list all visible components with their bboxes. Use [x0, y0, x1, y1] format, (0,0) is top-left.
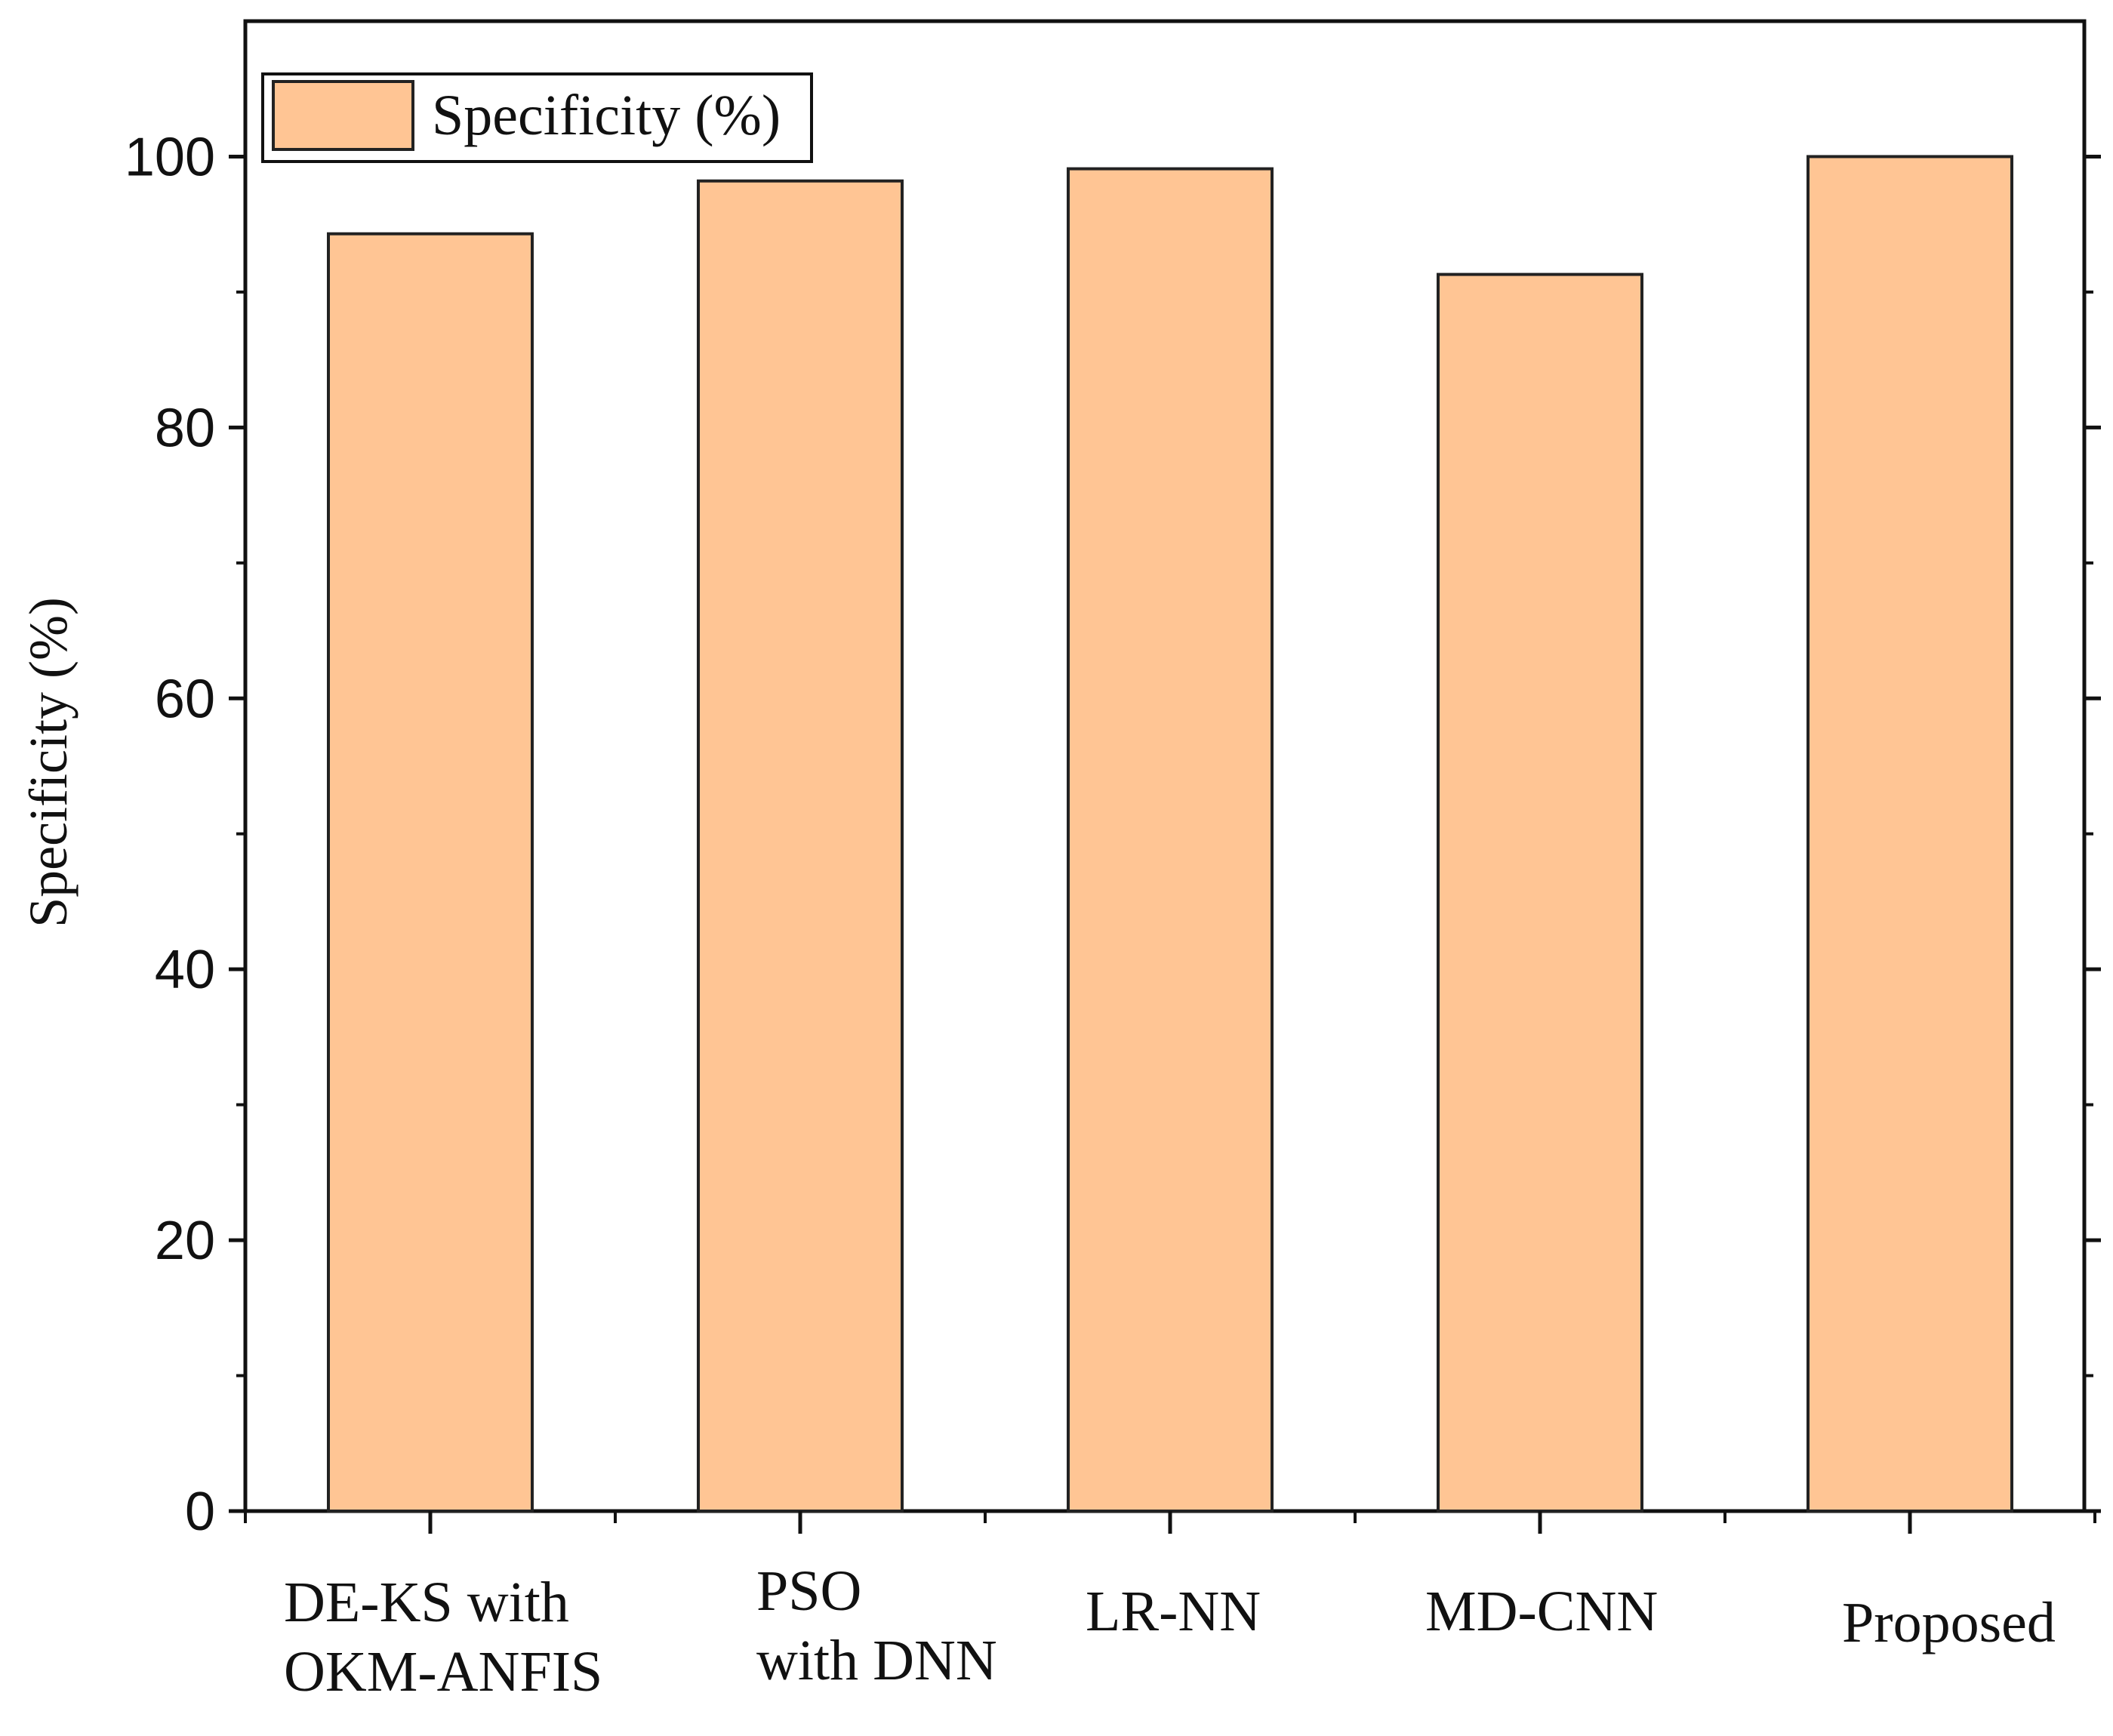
x-tick-label: LR-NN: [1086, 1580, 1261, 1643]
bar: [1807, 155, 2013, 1513]
y-tick-label: 80: [155, 398, 215, 458]
x-tick-label: OKM-ANFIS: [284, 1640, 602, 1704]
y-tick-label: 100: [125, 127, 215, 187]
legend-label: Specificity (%): [432, 84, 781, 147]
x-tick-label: DE-KS with: [284, 1571, 569, 1634]
bar: [1067, 167, 1274, 1513]
x-tick-label: MD-CNN: [1425, 1580, 1658, 1643]
y-tick-label: 0: [185, 1482, 215, 1542]
y-tick-label: 60: [155, 669, 215, 729]
x-tick-label: with DNN: [756, 1629, 997, 1692]
y-axis-ticks: 0 20 40 60 80 100: [125, 127, 2101, 1542]
y-tick-label: 20: [155, 1211, 215, 1271]
x-tick-label: PSO: [756, 1559, 861, 1623]
legend-swatch: [272, 80, 414, 151]
bar: [327, 232, 534, 1513]
y-tick-label: 40: [155, 940, 215, 1000]
legend: Specificity (%): [261, 72, 813, 163]
bars: [327, 155, 2013, 1513]
y-axis-label: Specificity (%): [18, 597, 79, 928]
x-tick-label: Proposed: [1842, 1591, 2056, 1654]
bar: [1437, 272, 1643, 1513]
bar: [697, 179, 904, 1513]
